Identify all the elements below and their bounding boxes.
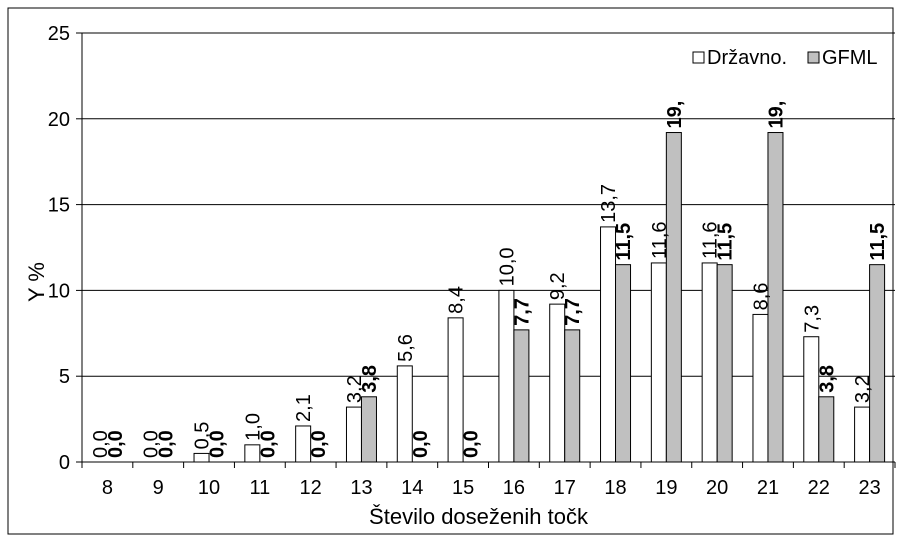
- data-label-drzavno-13: 3,2: [344, 375, 366, 403]
- y-tick-label-15: 15: [48, 195, 70, 217]
- x-tick-label-17: 17: [554, 477, 576, 499]
- data-label-drzavno-9: 0,0: [141, 430, 163, 458]
- bar-gfml-17: [564, 329, 581, 463]
- legend-swatch-drzavno: [692, 51, 705, 64]
- data-label-drzavno-12: 2,1: [293, 394, 315, 422]
- bar-gfml-16: [513, 329, 530, 463]
- data-label-gfml-12: 0,0: [308, 430, 330, 458]
- data-label-gfml-22: 3,8: [816, 365, 838, 393]
- x-tick-label-16: 16: [503, 477, 525, 499]
- bar-drzavno-18: [600, 226, 617, 463]
- axes: [76, 32, 896, 468]
- x-tick-label-14: 14: [401, 477, 423, 499]
- bar-gfml-18: [615, 264, 632, 463]
- data-label-drzavno-21: 8,6: [750, 283, 772, 311]
- bar-drzavno-19: [650, 262, 667, 463]
- data-label-drzavno-8: 0,0: [90, 430, 112, 458]
- data-label-drzavno-11: 1,0: [242, 413, 264, 441]
- data-label-drzavno-19: 11,6: [649, 221, 671, 258]
- data-label-gfml-23: 11,5: [867, 223, 889, 261]
- x-tick-label-15: 15: [452, 477, 474, 499]
- x-tick-label-19: 19: [655, 477, 677, 499]
- data-label-gfml-10: 0,0: [207, 430, 229, 458]
- x-tick-label-9: 9: [153, 477, 164, 499]
- x-tick-label-12: 12: [300, 477, 322, 499]
- bar-drzavno-21: [752, 313, 769, 463]
- x-tick-label-8: 8: [102, 477, 113, 499]
- data-label-gfml-11: 0,0: [257, 430, 279, 458]
- tick-labels: 0 5 10 15 20 25 8 9 10 11 12 13 14 15 16 17 18 19 20 21 22 23: [48, 23, 881, 499]
- data-label-drzavno-20: 11,6: [700, 221, 722, 258]
- bar-drzavno-13: [345, 406, 362, 463]
- bar-gfml-23: [869, 264, 886, 463]
- data-label-gfml-17: 7,7: [562, 298, 584, 326]
- x-axis-title: Število doseženih točk: [369, 504, 589, 529]
- bar-gfml-22: [818, 396, 835, 463]
- legend-label-drzavno: Državno.: [707, 47, 787, 69]
- x-tick-label-20: 20: [706, 477, 728, 499]
- data-label-gfml-19: 19,: [664, 101, 686, 129]
- legend: Državno. GFML: [692, 47, 878, 69]
- data-label-drzavno-15: 8,4: [446, 286, 468, 314]
- data-label-gfml-15: 0,0: [461, 430, 483, 458]
- legend-label-gfml: GFML: [822, 47, 878, 69]
- y-tick-label-0: 0: [59, 452, 70, 474]
- data-label-gfml-13: 3,8: [359, 365, 381, 393]
- data-label-drzavno-23: 3,2: [852, 375, 874, 403]
- x-tick-label-22: 22: [808, 477, 830, 499]
- data-label-drzavno-16: 10,0: [496, 247, 518, 286]
- bar-drzavno-20: [701, 262, 718, 463]
- x-tick-label-13: 13: [350, 477, 372, 499]
- bar-drzavno-17: [549, 303, 566, 463]
- data-label-gfml-8: 0,0: [105, 430, 127, 458]
- x-tick-label-21: 21: [757, 477, 779, 499]
- y-tick-label-20: 20: [48, 109, 70, 131]
- bar-gfml-19: [665, 132, 682, 463]
- y-tick-label-25: 25: [48, 23, 70, 45]
- bar-drzavno-23: [854, 406, 871, 463]
- data-label-gfml-21: 19,: [765, 101, 787, 129]
- data-labels: 0,0 0,0 0,5 1,02,13,25,68,410,0 9,213,711,6 1…: [90, 101, 889, 458]
- data-label-drzavno-17: 9,2: [547, 272, 569, 300]
- data-label-gfml-9: 0,0: [156, 430, 178, 458]
- x-tick-label-18: 18: [604, 477, 626, 499]
- legend-swatch-gfml: [807, 51, 820, 64]
- data-label-drzavno-10: 0,5: [192, 422, 214, 450]
- bar-gfml-13: [360, 396, 377, 463]
- y-axis-title: Y %: [24, 262, 49, 302]
- data-label-gfml-16: 7,7: [511, 298, 533, 326]
- data-label-drzavno-22: 7,3: [801, 305, 823, 333]
- bar-gfml-20: [716, 264, 733, 463]
- data-label-gfml-20: 11,5: [715, 223, 737, 261]
- y-tick-label-5: 5: [59, 366, 70, 388]
- bar-drzavno-22: [803, 336, 820, 463]
- data-label-gfml-14: 0,0: [410, 430, 432, 458]
- data-label-drzavno-18: 13,7: [598, 184, 620, 223]
- x-tick-label-10: 10: [198, 477, 220, 499]
- y-tick-label-10: 10: [48, 280, 70, 302]
- x-tick-label-11: 11: [249, 477, 270, 499]
- data-label-drzavno-14: 5,6: [395, 334, 417, 362]
- x-tick-label-23: 23: [858, 477, 880, 499]
- data-label-gfml-18: 11,5: [613, 223, 635, 261]
